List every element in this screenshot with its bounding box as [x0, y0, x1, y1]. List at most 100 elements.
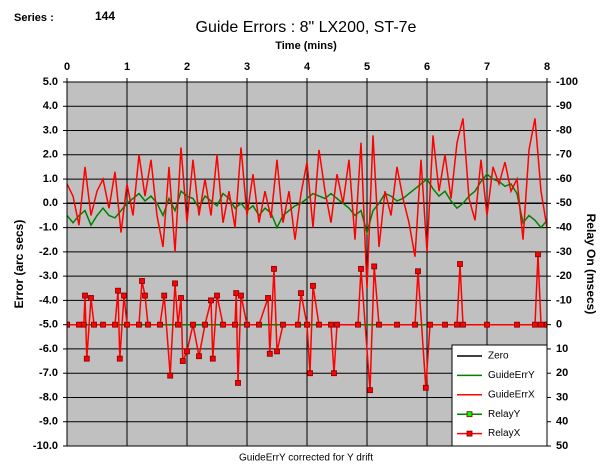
y-axis-title: Error (arc secs): [12, 220, 26, 309]
marker: [82, 292, 88, 299]
marker: [142, 292, 148, 299]
y2-axis-title: Relay On (msecs): [584, 214, 598, 315]
marker: [304, 321, 310, 328]
marker: [331, 370, 337, 377]
marker: [266, 350, 273, 357]
y2-tick-label: -40: [556, 222, 572, 234]
marker: [196, 353, 202, 360]
marker: [298, 290, 304, 297]
marker: [214, 292, 220, 299]
marker: [175, 321, 181, 328]
series-line: [67, 118, 547, 289]
y2-tick-label: -50: [556, 197, 572, 209]
marker: [280, 321, 286, 328]
x-tick-label: 0: [64, 61, 70, 73]
marker: [442, 321, 448, 328]
y-tick-label: -10.0: [33, 440, 58, 452]
y-tick-label: -7.0: [39, 367, 58, 379]
marker: [67, 321, 70, 328]
marker: [145, 321, 151, 328]
y2-tick-label: 30: [556, 391, 568, 403]
marker: [202, 321, 208, 328]
x-tick-label: 2: [184, 61, 190, 73]
y2-tick-label: -20: [556, 270, 572, 282]
legend-label: GuideErrX: [488, 389, 535, 400]
marker: [422, 384, 429, 391]
marker: [334, 321, 340, 328]
marker: [220, 321, 226, 328]
marker: [544, 321, 547, 328]
marker: [100, 321, 106, 328]
y2-tick-label: -30: [556, 246, 572, 258]
legend-marker: [466, 430, 473, 437]
marker: [371, 263, 378, 270]
marker: [358, 265, 364, 272]
marker: [178, 295, 184, 301]
y-tick-label: -1.0: [39, 222, 58, 234]
x-tick-label: 8: [544, 61, 550, 73]
y2-tick-label: -80: [556, 124, 572, 136]
marker: [460, 321, 466, 328]
marker: [190, 321, 196, 328]
marker: [427, 321, 433, 328]
legend-label: Zero: [488, 351, 509, 362]
x-tick-label: 6: [424, 61, 430, 73]
x-tick-label: 1: [124, 61, 130, 73]
legend-label: RelayY: [488, 409, 521, 420]
marker: [256, 321, 262, 328]
marker: [415, 268, 421, 275]
legend-label: GuideErrY: [488, 370, 535, 381]
marker: [124, 321, 130, 328]
y2-tick-label: 40: [556, 416, 568, 428]
y-tick-label: -8.0: [39, 391, 58, 403]
marker: [88, 295, 94, 301]
marker: [484, 321, 490, 328]
x-tick-label: 3: [244, 61, 250, 73]
chart-title: Guide Errors : 8" LX200, ST-7e: [196, 19, 417, 36]
marker: [454, 321, 460, 328]
y-tick-label: 1.0: [43, 173, 58, 185]
marker: [157, 321, 163, 328]
marker: [80, 321, 87, 328]
x-axis-title: Time (mins): [275, 40, 337, 52]
marker: [121, 292, 127, 299]
x-tick-label: 7: [484, 61, 490, 73]
y2-tick-label: -70: [556, 149, 572, 161]
y-tick-label: -4.0: [39, 294, 58, 306]
legend-marker: [466, 411, 473, 418]
marker: [274, 348, 280, 355]
marker: [316, 321, 322, 328]
marker: [232, 321, 238, 328]
y2-tick-label: 20: [556, 367, 568, 379]
marker: [355, 321, 361, 328]
series-number: 144: [95, 9, 115, 23]
y-tick-label: 5.0: [43, 76, 58, 88]
marker: [535, 251, 541, 258]
marker: [394, 321, 400, 328]
footnote: GuideErrY corrected for Y drift: [239, 453, 373, 464]
marker: [112, 321, 118, 328]
marker: [310, 282, 316, 289]
y2-tick-label: -10: [556, 294, 572, 306]
y2-tick-label: -100: [556, 76, 578, 88]
marker: [172, 280, 178, 287]
y2-tick-label: -60: [556, 173, 572, 185]
marker: [91, 321, 97, 328]
marker: [83, 355, 90, 362]
legend-label: RelayX: [488, 428, 521, 439]
x-tick-label: 5: [364, 61, 370, 73]
y2-tick-label: 50: [556, 440, 568, 452]
y-tick-label: 0.0: [43, 197, 58, 209]
series-line: [67, 254, 547, 391]
marker: [136, 321, 142, 328]
marker: [238, 292, 244, 299]
marker: [116, 355, 123, 362]
marker: [208, 297, 214, 304]
y-tick-label: 3.0: [43, 124, 58, 136]
marker: [161, 292, 168, 299]
series-line: [67, 173, 547, 236]
marker: [244, 321, 250, 328]
marker: [532, 321, 538, 328]
marker: [235, 380, 241, 386]
